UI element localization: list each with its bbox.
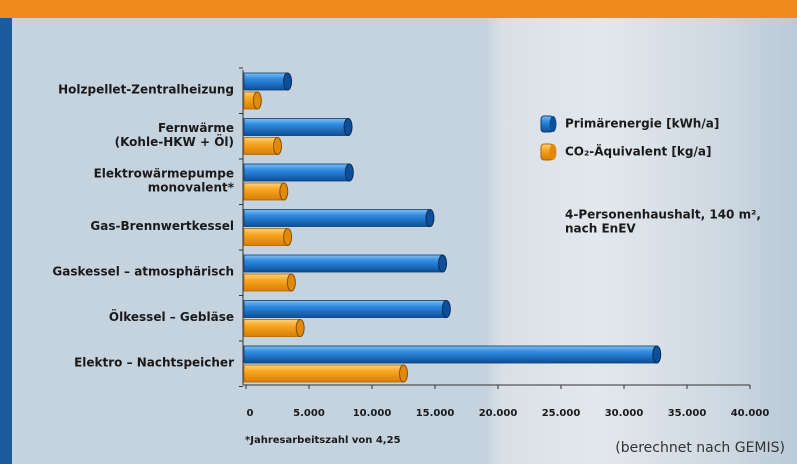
left-band	[0, 18, 12, 464]
top-band	[0, 0, 797, 18]
x-tick-label: 35.000	[668, 408, 707, 419]
bar	[243, 254, 443, 273]
bar	[243, 72, 288, 91]
x-tick-label: 20.000	[479, 408, 518, 419]
y-tick-label: (Kohle-HKW + Öl)	[115, 134, 234, 149]
footnote: *Jahresarbeitszahl von 4,25	[245, 435, 401, 446]
bar-cap	[344, 163, 354, 182]
source: (berechnet nach GEMIS)	[615, 440, 785, 456]
bar	[243, 319, 301, 337]
annotation: nach EnEV	[565, 222, 636, 236]
legend-cap	[549, 116, 557, 132]
legend-label: CO₂-Äquivalent [kg/a]	[565, 144, 711, 159]
bar-cap	[252, 91, 262, 110]
bar	[243, 209, 431, 227]
bar-cap	[283, 228, 293, 246]
annotation: 4-Personenhaushalt, 140 m²,	[565, 208, 761, 222]
y-tick-label: Gaskessel – atmosphärisch	[52, 265, 234, 279]
x-tick-label: 5.000	[293, 408, 325, 419]
y-tick-label: Fernwärme	[158, 121, 234, 135]
bar-cap	[399, 364, 408, 383]
bar-cap	[273, 137, 282, 155]
y-tick-label: Elektrowärmepumpe	[94, 167, 234, 181]
x-tick-label: 40.000	[731, 408, 770, 419]
bar-cap	[441, 300, 451, 318]
bar-cap	[295, 319, 305, 337]
bar-cap	[279, 182, 289, 201]
bar-cap	[652, 345, 662, 364]
bar	[243, 300, 447, 318]
bar	[243, 228, 288, 246]
bar	[243, 364, 404, 383]
x-tick-label: 25.000	[542, 408, 581, 419]
legend-label: Primärenergie [kWh/a]	[565, 117, 719, 131]
bar-cap	[343, 118, 353, 136]
bar-cap	[286, 273, 296, 292]
x-tick-label: 0	[247, 408, 254, 419]
y-tick-label: Holzpellet-Zentralheizung	[58, 83, 234, 97]
bar	[243, 163, 350, 182]
bar	[243, 182, 285, 201]
bar-cap	[438, 254, 448, 273]
bar	[243, 273, 292, 292]
bar-cap	[425, 209, 435, 227]
bar	[243, 118, 349, 136]
bar	[243, 137, 278, 155]
y-tick-label: Gas-Brennwertkessel	[90, 219, 234, 233]
x-tick-label: 15.000	[416, 408, 455, 419]
y-tick-label: Elektro – Nachtspeicher	[74, 356, 234, 370]
bar-cap	[283, 72, 293, 91]
y-tick-label: monovalent*	[148, 181, 235, 195]
x-tick-label: 30.000	[605, 408, 644, 419]
bar	[243, 345, 658, 364]
legend-cap	[549, 144, 557, 160]
x-tick-label: 10.000	[353, 408, 392, 419]
y-tick-label: Ölkessel – Gebläse	[109, 309, 234, 324]
